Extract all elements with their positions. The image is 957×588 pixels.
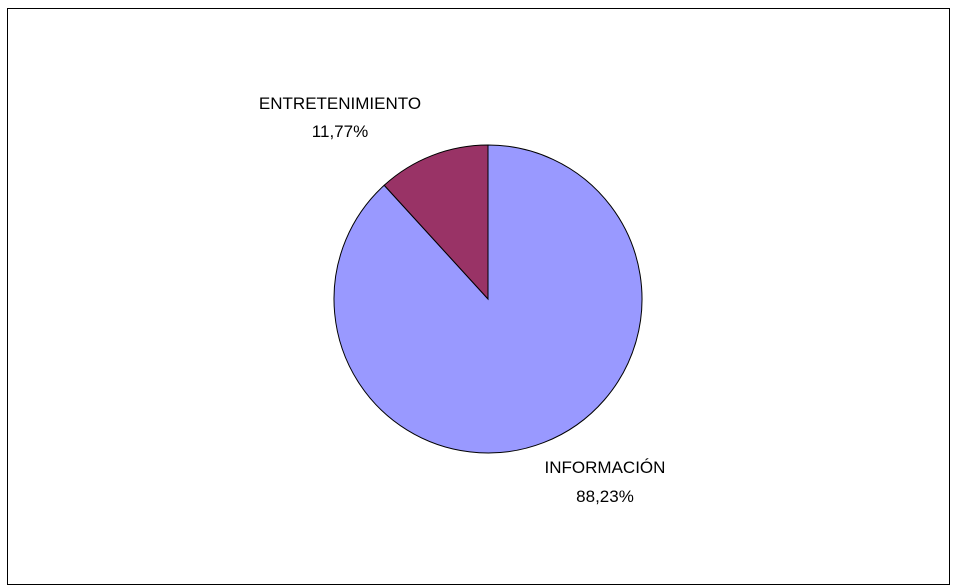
slice-percent-informacion: 88,23% bbox=[576, 487, 634, 506]
slice-label-informacion: INFORMACIÓN bbox=[545, 458, 666, 477]
slice-label-entretenimiento: ENTRETENIMIENTO bbox=[259, 94, 421, 113]
pie-slices bbox=[333, 144, 643, 454]
pie-slice-entretenimiento bbox=[383, 144, 489, 301]
slice-percent-entretenimiento: 11,77% bbox=[312, 122, 368, 141]
